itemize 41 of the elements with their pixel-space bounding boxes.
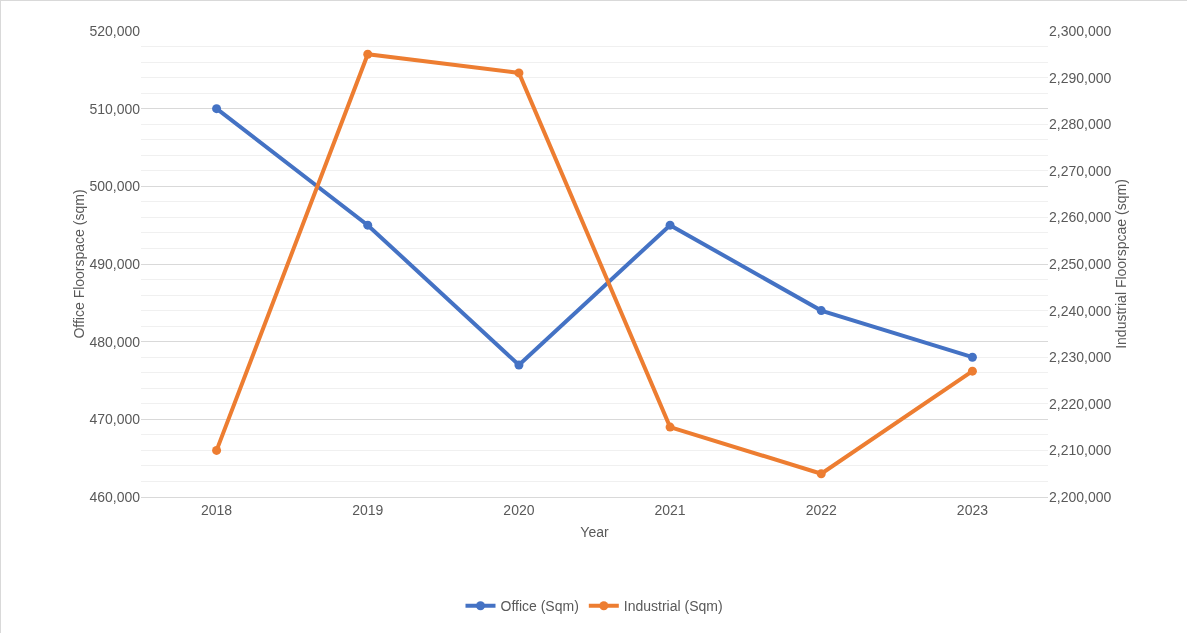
point: [514, 360, 524, 370]
y-tick-label: 510,000: [89, 100, 141, 117]
y2-tick-label: 2,200,000: [1049, 488, 1112, 505]
point: [665, 422, 675, 432]
x-tick-label: 2022: [805, 501, 838, 518]
x-tick-label: 2023: [956, 501, 989, 518]
point: [967, 352, 977, 362]
y2-axis-title: Industrial Floorspcae (sqm): [1113, 179, 1130, 349]
x-tick-label: 2021: [654, 501, 686, 518]
y2-tick-label: 2,220,000: [1049, 395, 1112, 412]
y-tick-label: 500,000: [89, 178, 141, 195]
point: [212, 445, 222, 455]
y-tick-label: 490,000: [89, 255, 141, 272]
y2-tick-label: 2,210,000: [1049, 442, 1112, 459]
point: [665, 220, 675, 230]
y2-tick-label: 2,250,000: [1049, 255, 1112, 272]
y-axis-title: Office Floorspace (sqm): [71, 189, 88, 339]
y-tick-label: 520,000: [89, 22, 141, 39]
y-tick-label: 470,000: [89, 411, 141, 428]
x-axis-title: Year: [580, 524, 609, 541]
y2-tick-label: 2,290,000: [1049, 69, 1112, 86]
x-tick-label: 2020: [503, 501, 535, 518]
point: [514, 68, 524, 78]
y-tick-label: 460,000: [89, 488, 141, 505]
point: [212, 104, 222, 114]
y2-tick-label: 2,300,000: [1049, 22, 1112, 39]
x-tick-label: 2018: [201, 501, 233, 518]
legend-label: Industrial (Sqm): [623, 598, 723, 615]
legend-label: Office (Sqm): [500, 598, 579, 615]
point: [816, 469, 826, 479]
y2-tick-label: 2,240,000: [1049, 302, 1112, 319]
y2-tick-label: 2,280,000: [1049, 116, 1112, 133]
y2-tick-label: 2,230,000: [1049, 349, 1112, 366]
y-tick-label: 480,000: [89, 333, 141, 350]
point: [816, 306, 826, 316]
y2-tick-label: 2,270,000: [1049, 162, 1112, 179]
y2-tick-label: 2,260,000: [1049, 209, 1112, 226]
point: [363, 49, 373, 59]
point: [363, 220, 373, 230]
point: [967, 366, 977, 376]
x-tick-label: 2019: [352, 501, 384, 518]
